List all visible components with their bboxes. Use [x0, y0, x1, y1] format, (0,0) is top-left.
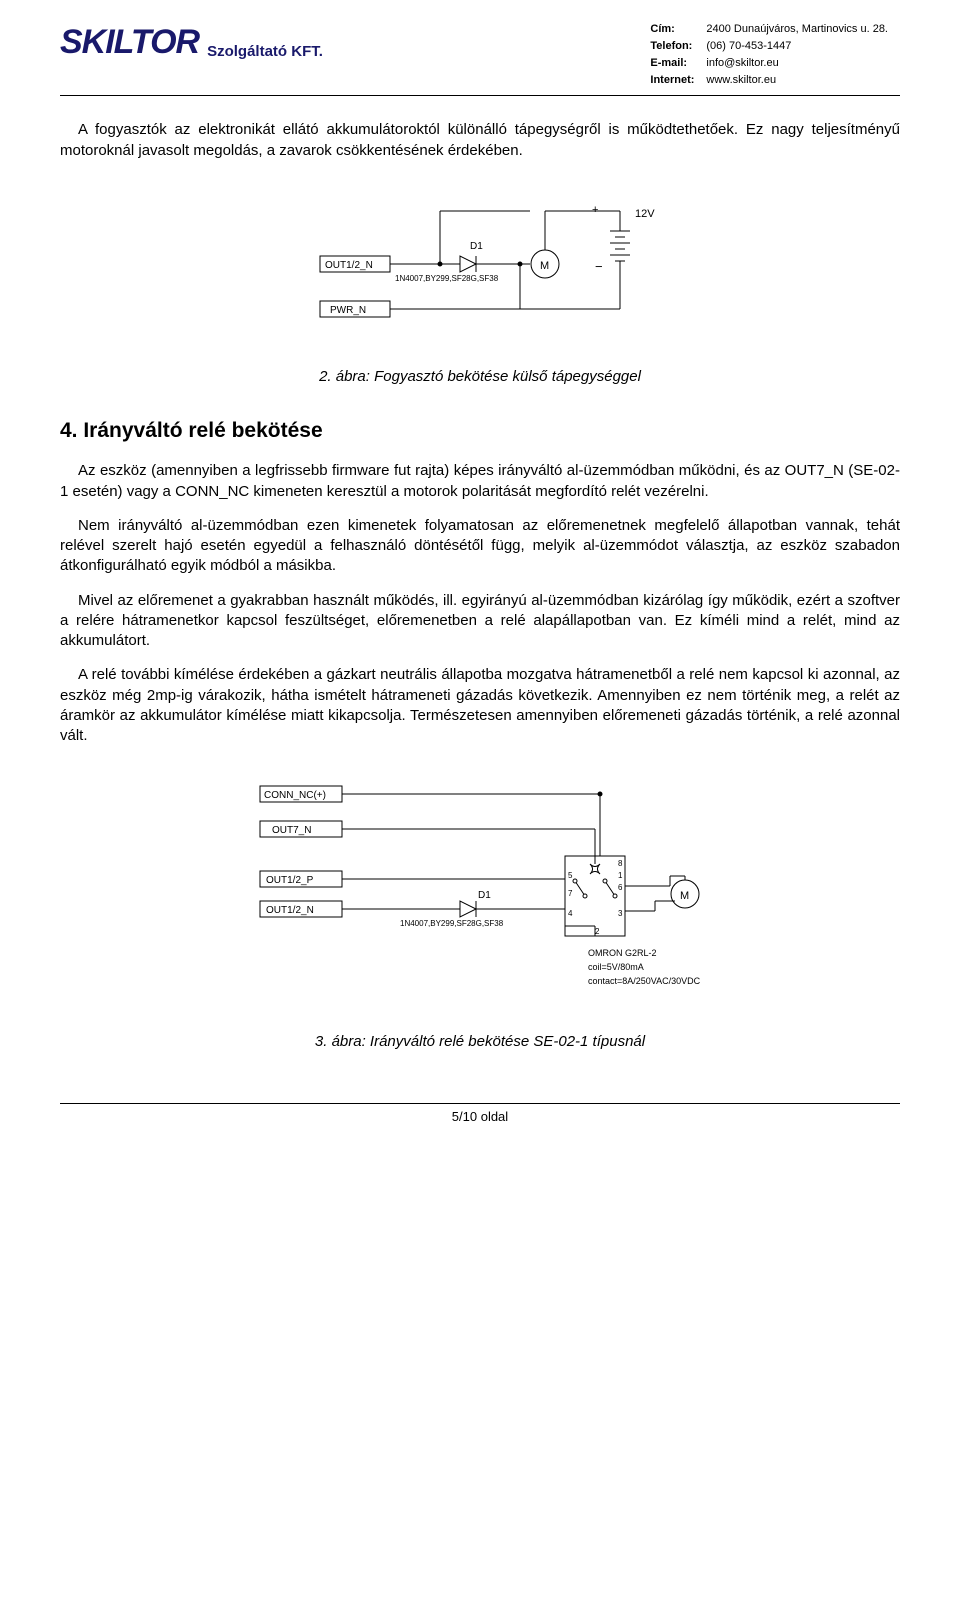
figure-3: CONN_NC(+) OUT7_N OUT1/2_P OUT1/2_N D1 1… — [60, 766, 900, 1052]
section-4-p3: Mivel az előremenet a gyakrabban használ… — [60, 591, 900, 652]
fig3-pin5: 5 — [568, 871, 573, 880]
fig3-d1-label: D1 — [478, 890, 491, 901]
page-footer: 5/10 oldal — [60, 1103, 900, 1126]
section-4-p4: A relé további kímélése érdekében a gázk… — [60, 665, 900, 746]
fig2-pwr-label: PWR_N — [330, 305, 366, 316]
fig2-volt: 12V — [635, 208, 655, 220]
addr-value: 2400 Dunaújváros, Martinovics u. 28. — [706, 22, 898, 37]
fig3-coil-label: coil=5V/80mA — [588, 962, 644, 972]
fig2-d1-label: D1 — [470, 241, 483, 252]
fig3-contact-label: contact=8A/250VAC/30VDC — [588, 976, 701, 986]
fig3-pin6: 6 — [618, 883, 623, 892]
web-label: Internet: — [650, 73, 704, 88]
tel-label: Telefon: — [650, 39, 704, 54]
fig3-m-label: M — [680, 890, 689, 902]
fig3-pin8: 8 — [618, 859, 623, 868]
email-label: E-mail: — [650, 56, 704, 71]
fig3-out12p-label: OUT1/2_P — [266, 875, 314, 886]
fig3-pin4: 4 — [568, 909, 573, 918]
page-header: SKILTOR Szolgáltató KFT. Cím:2400 Dunaúj… — [60, 20, 900, 96]
section-4-title: 4. Irányváltó relé bekötése — [60, 417, 900, 445]
fig3-pin2: 2 — [595, 927, 600, 936]
fig3-pin3: 3 — [618, 909, 623, 918]
section-4-p2: Nem irányváltó al-üzemmódban ezen kimene… — [60, 516, 900, 577]
fig2-diode-label: 1N4007,BY299,SF28G,SF38 — [395, 274, 499, 283]
section-4-p1: Az eszköz (amennyiben a legfrissebb firm… — [60, 461, 900, 502]
logo-main: SKILTOR — [60, 20, 199, 66]
fig3-pin7: 7 — [568, 889, 573, 898]
fig2-plus: + — [592, 204, 598, 216]
tel-value: (06) 70-453-1447 — [706, 39, 898, 54]
fig3-diode-label: 1N4007,BY299,SF28G,SF38 — [400, 919, 504, 928]
figure-2: OUT1/2_N PWR_N D1 1N4007,BY299,SF28G,SF3… — [60, 181, 900, 387]
figure-2-caption: 2. ábra: Fogyasztó bekötése külső tápegy… — [60, 367, 900, 387]
fig3-relay-label: OMRON G2RL-2 — [588, 948, 657, 958]
fig2-minus: − — [595, 259, 603, 274]
addr-label: Cím: — [650, 22, 704, 37]
logo-block: SKILTOR Szolgáltató KFT. — [60, 20, 323, 66]
logo-sub: Szolgáltató KFT. — [207, 42, 323, 66]
fig3-conn-label: CONN_NC(+) — [264, 790, 326, 801]
intro-paragraph: A fogyasztók az elektronikát ellátó akku… — [60, 120, 900, 161]
fig3-pin1: 1 — [618, 871, 623, 880]
figure-3-caption: 3. ábra: Irányváltó relé bekötése SE-02-… — [60, 1032, 900, 1052]
fig3-out7-label: OUT7_N — [272, 825, 311, 836]
fig3-out12n-label: OUT1/2_N — [266, 905, 314, 916]
page-number: 5/10 oldal — [452, 1109, 508, 1124]
email-value: info@skiltor.eu — [706, 56, 898, 71]
fig2-m-label: M — [540, 260, 549, 272]
contact-block: Cím:2400 Dunaújváros, Martinovics u. 28.… — [648, 20, 900, 89]
circuit-diagram-2: OUT1/2_N PWR_N D1 1N4007,BY299,SF28G,SF3… — [270, 181, 690, 361]
web-value: www.skiltor.eu — [706, 73, 898, 88]
fig2-out-label: OUT1/2_N — [325, 260, 373, 271]
circuit-diagram-3: CONN_NC(+) OUT7_N OUT1/2_P OUT1/2_N D1 1… — [200, 766, 760, 1026]
